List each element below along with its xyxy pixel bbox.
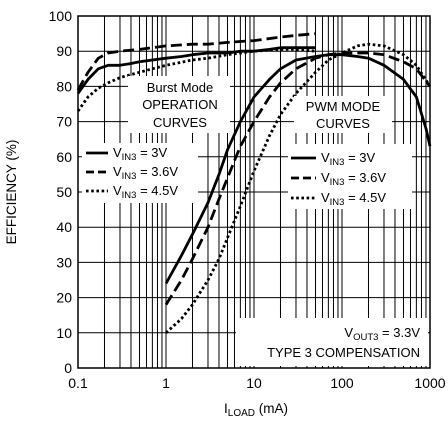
curve-pwm-vin-3v-solid bbox=[164, 53, 432, 285]
pwm-mode-label: PWM MODE bbox=[306, 99, 381, 114]
condition-vout3-label: VOUT3 = 3.3V bbox=[344, 325, 420, 343]
curve-burst-vin-3p6v-dashed bbox=[76, 32, 316, 91]
y-tick-label: 50 bbox=[56, 184, 72, 200]
x-axis-label-subscript: LOAD bbox=[228, 408, 255, 419]
y-tick-label: 30 bbox=[56, 254, 72, 270]
pwm-legend-solid-label: VIN3 = 3V bbox=[321, 150, 376, 168]
curves bbox=[76, 32, 432, 334]
y-tick-label: 10 bbox=[56, 325, 72, 341]
y-tick-label: 90 bbox=[56, 43, 72, 59]
y-tick-label: 70 bbox=[56, 114, 72, 130]
x-axis-label-main: I bbox=[224, 401, 228, 416]
pwm-legend-dashed-label: VIN3 = 3.6V bbox=[321, 170, 386, 188]
burst-legend-solid-label: VIN3 = 3V bbox=[113, 145, 168, 163]
y-tick-label: 0 bbox=[64, 360, 72, 376]
curve-burst-vin-3v-solid bbox=[76, 46, 316, 95]
burst-operation-label: OPERATION bbox=[142, 97, 218, 112]
x-tick-label: 1 bbox=[162, 375, 170, 391]
y-tick-label: 80 bbox=[56, 78, 72, 94]
curve-burst-vin-4p5v-dotted bbox=[76, 48, 316, 112]
burst-mode-label: Burst Mode bbox=[147, 80, 213, 95]
y-tick-label: 100 bbox=[49, 8, 73, 24]
y-tick-label: 20 bbox=[56, 290, 72, 306]
plot-frame bbox=[77, 15, 431, 369]
y-tick-label: 60 bbox=[56, 149, 72, 165]
condition-compensation-label: TYPE 3 COMPENSATION bbox=[267, 345, 420, 360]
x-tick-label: 1000 bbox=[414, 375, 445, 391]
pwm-label-bg bbox=[294, 96, 392, 133]
burst-legend-dotted-label: VIN3 = 4.5V bbox=[113, 183, 178, 201]
x-axis-label: ILOAD (mA) bbox=[224, 401, 288, 419]
x-tick-label: 100 bbox=[330, 375, 354, 391]
conditions-bg bbox=[236, 318, 428, 366]
x-tick-labels: 0.1 1 10 100 1000 bbox=[68, 375, 446, 391]
y-axis-label: EFFICIENCY (%) bbox=[4, 140, 19, 245]
burst-curves-label: CURVES bbox=[153, 115, 207, 130]
pwm-legend-dotted-label: VIN3 = 4.5V bbox=[321, 190, 386, 208]
x-tick-label: 0.1 bbox=[68, 375, 88, 391]
pwm-curves-label: CURVES bbox=[316, 116, 370, 131]
burst-label-bg bbox=[128, 76, 230, 133]
y-tick-label: 40 bbox=[56, 219, 72, 235]
y-tick-labels: 0 10 20 30 40 50 60 70 80 90 100 bbox=[49, 8, 73, 376]
curve-pwm-vin-3p6v-dashed bbox=[164, 51, 432, 306]
x-tick-label: 10 bbox=[246, 375, 262, 391]
curve-pwm-vin-4p5v-dotted bbox=[165, 42, 432, 334]
burst-legend-dashed-label: VIN3 = 3.6V bbox=[113, 164, 178, 182]
x-axis-label-unit: (mA) bbox=[255, 401, 288, 416]
